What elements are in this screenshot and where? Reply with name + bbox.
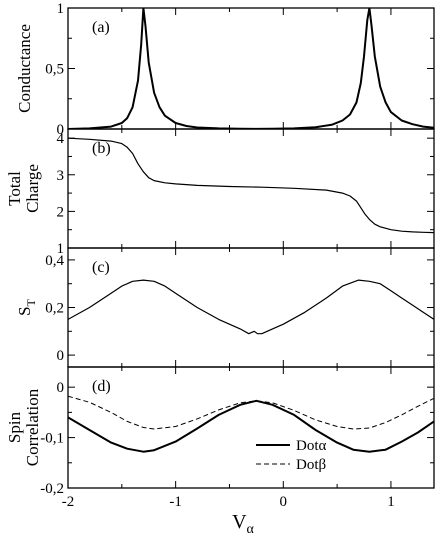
legend-label: Dotα — [296, 438, 327, 454]
y-tick-label: 1 — [57, 241, 65, 257]
y-axis-label-main: S — [15, 306, 34, 315]
x-tick-label: -1 — [169, 494, 182, 510]
y-tick-label: 4 — [57, 131, 65, 147]
panel-label: (c) — [92, 259, 110, 276]
y-axis-label-subscript: T — [24, 298, 38, 306]
x-tick-label: 1 — [387, 494, 395, 510]
panel-label: (d) — [92, 378, 111, 395]
panel-b: 1 2 3 4 (b) Total Charge — [5, 128, 435, 257]
y-tick-label: 2 — [57, 204, 65, 220]
y-tick-label: 1 — [57, 1, 65, 17]
series-line-Dotα — [68, 399, 434, 453]
plot-frame — [67, 247, 435, 368]
series-line-line0 — [68, 137, 434, 234]
y-tick-label: 0 — [57, 122, 65, 138]
y-tick-label: 0,4 — [45, 253, 64, 269]
panel-label: (a) — [92, 19, 110, 36]
x-axis-label-main: V — [232, 511, 247, 533]
y-axis-label: Spin — [5, 411, 24, 443]
y-tick-label: -0,2 — [40, 481, 64, 497]
legend-label: Dotβ — [296, 457, 326, 473]
series-line-line0 — [68, 279, 434, 335]
panel-d: -0,2 -0,1 0 (d) Spin Correlation -2 -1 0 1 Vα Dotα D… — [5, 366, 435, 536]
panel-a: 0 0,5 1 (a) Conductance — [15, 1, 435, 138]
y-axis-label: ST — [15, 298, 38, 315]
y-axis-label: Conductance — [15, 24, 34, 113]
y-tick-label: -0,1 — [40, 431, 64, 447]
y-axis-label: Correlation — [23, 388, 42, 466]
plot-frame — [67, 366, 435, 489]
y-tick-label: 0 — [57, 348, 65, 364]
plot-frame — [67, 7, 435, 130]
y-axis-label: Total — [5, 171, 24, 206]
series-line-Dotβ — [68, 395, 434, 430]
series-line-line0 — [68, 8, 434, 129]
plot-frame — [67, 128, 435, 249]
y-tick-label: 0,2 — [45, 301, 64, 317]
x-tick-label: 0 — [280, 494, 288, 510]
y-tick-label: 0 — [57, 380, 65, 396]
x-axis-label: Vα — [232, 511, 254, 536]
x-tick-label: -2 — [62, 494, 75, 510]
x-axis-label-subscript: α — [247, 522, 255, 536]
y-tick-label: 3 — [57, 168, 65, 184]
y-tick-label: 0,5 — [45, 62, 64, 78]
panel-label: (b) — [92, 140, 111, 157]
panel-c: 0 0,2 0,4 (c) ST — [15, 247, 435, 368]
y-axis-label: Charge — [23, 164, 42, 213]
